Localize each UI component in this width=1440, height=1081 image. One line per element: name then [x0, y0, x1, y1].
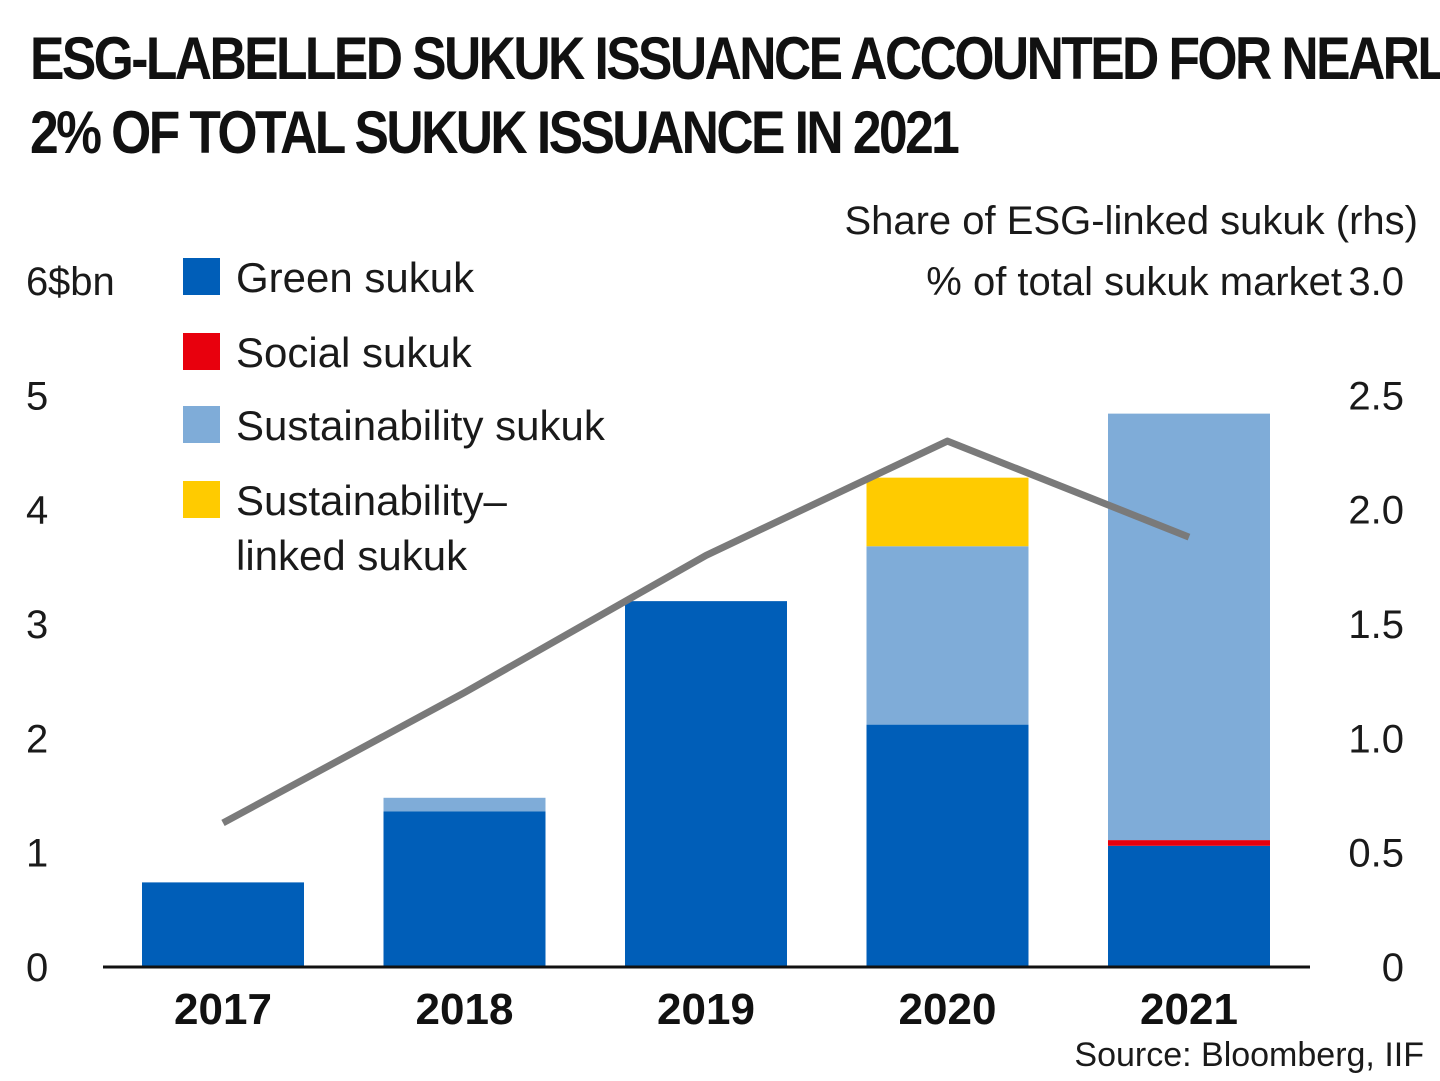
share-line-group	[221, 437, 1191, 827]
legend: Green sukuk Social sukuk Sustainability su…	[183, 254, 606, 579]
x-tick-label-2020: 2020	[899, 985, 997, 1034]
legend-swatch-0	[183, 258, 220, 295]
source-note: Source: Bloomberg, IIF	[1074, 1036, 1424, 1074]
chart-title: ESG-LABELLED SUKUK ISSUANCE ACCOUNTED FO…	[30, 22, 1440, 170]
bar-2020-sustainability-linked-sukuk	[866, 477, 1029, 547]
chart-title-line-2: 2% OF TOTAL SUKUK ISSUANCE IN 2021	[30, 99, 960, 166]
legend-label-0: Green sukuk	[236, 254, 475, 301]
bar-2020-sustainability-sukuk	[866, 546, 1029, 725]
legend-label-1: Social sukuk	[236, 329, 473, 376]
left-tick-label: 6	[26, 260, 48, 304]
right-tick-label: 2.5	[1348, 374, 1404, 418]
bar-2019-green-sukuk	[625, 601, 787, 967]
left-tick-label: 1	[26, 832, 48, 876]
right-axis-label-line-1: Share of ESG-linked sukuk (rhs)	[844, 199, 1418, 243]
left-axis-unit-label: $bn	[48, 260, 115, 304]
x-tick-label-2021: 2021	[1140, 985, 1238, 1034]
x-tick-label-2019: 2019	[657, 985, 755, 1034]
right-tick-label: 1.0	[1348, 717, 1404, 761]
bar-2018-sustainability-sukuk	[383, 797, 546, 812]
legend-label-3: linked sukuk	[236, 532, 468, 579]
x-tick-label-2018: 2018	[416, 985, 514, 1034]
chart-title-line-1: ESG-LABELLED SUKUK ISSUANCE ACCOUNTED FO…	[30, 25, 1440, 92]
legend-swatch-3	[183, 481, 220, 518]
right-tick-label: 2.0	[1348, 489, 1404, 533]
bar-2021-sustainability-sukuk	[1108, 413, 1270, 841]
left-tick-label: 0	[26, 946, 48, 990]
left-tick-label: 2	[26, 717, 48, 761]
bar-2021-green-sukuk	[1108, 845, 1270, 967]
bars-group	[142, 413, 1270, 967]
bar-2021-social-sukuk	[1108, 840, 1270, 846]
x-tick-label-2017: 2017	[174, 985, 272, 1034]
legend-label-2: Sustainability sukuk	[236, 402, 606, 449]
left-tick-label: 3	[26, 603, 48, 647]
legend-swatch-1	[183, 333, 220, 370]
right-axis-label-line-2: % of total sukuk market	[926, 260, 1342, 304]
right-tick-label: 0.5	[1348, 832, 1404, 876]
legend-label-3: Sustainability–	[236, 477, 507, 524]
bar-2020-green-sukuk	[866, 724, 1029, 967]
right-tick-label: 3.0	[1348, 260, 1404, 304]
right-tick-label: 0	[1382, 946, 1404, 990]
bar-2017-green-sukuk	[142, 882, 304, 967]
left-tick-label: 4	[26, 489, 48, 533]
legend-swatch-2	[183, 406, 220, 443]
axes-group: 0 1 2 3 4 5 6 0 0.5 1.0 1.5 2.0 2.5 3.0 2017 2018 2019 20…	[26, 260, 1404, 1034]
bar-2018-green-sukuk	[383, 811, 546, 967]
left-tick-label: 5	[26, 374, 48, 418]
right-tick-label: 1.5	[1348, 603, 1404, 647]
